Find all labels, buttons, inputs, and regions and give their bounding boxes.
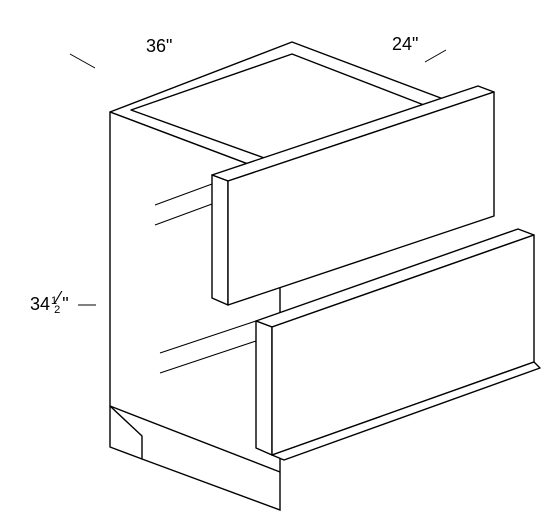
dimension-width-label: 36" — [146, 36, 172, 56]
dimension-height: 341⁄2" — [30, 288, 96, 316]
dimension-width: 36" — [70, 36, 172, 68]
dimension-depth-label: 24" — [392, 34, 418, 54]
lower-drawer-side — [256, 321, 272, 455]
upper-drawer-side — [212, 175, 228, 305]
dimension-height-label: 341⁄2" — [30, 288, 69, 316]
dimension-depth: 24" — [392, 34, 446, 62]
cabinet-diagram: 36" 24" 341⁄2" — [0, 0, 548, 529]
base-front-edge — [142, 459, 280, 510]
